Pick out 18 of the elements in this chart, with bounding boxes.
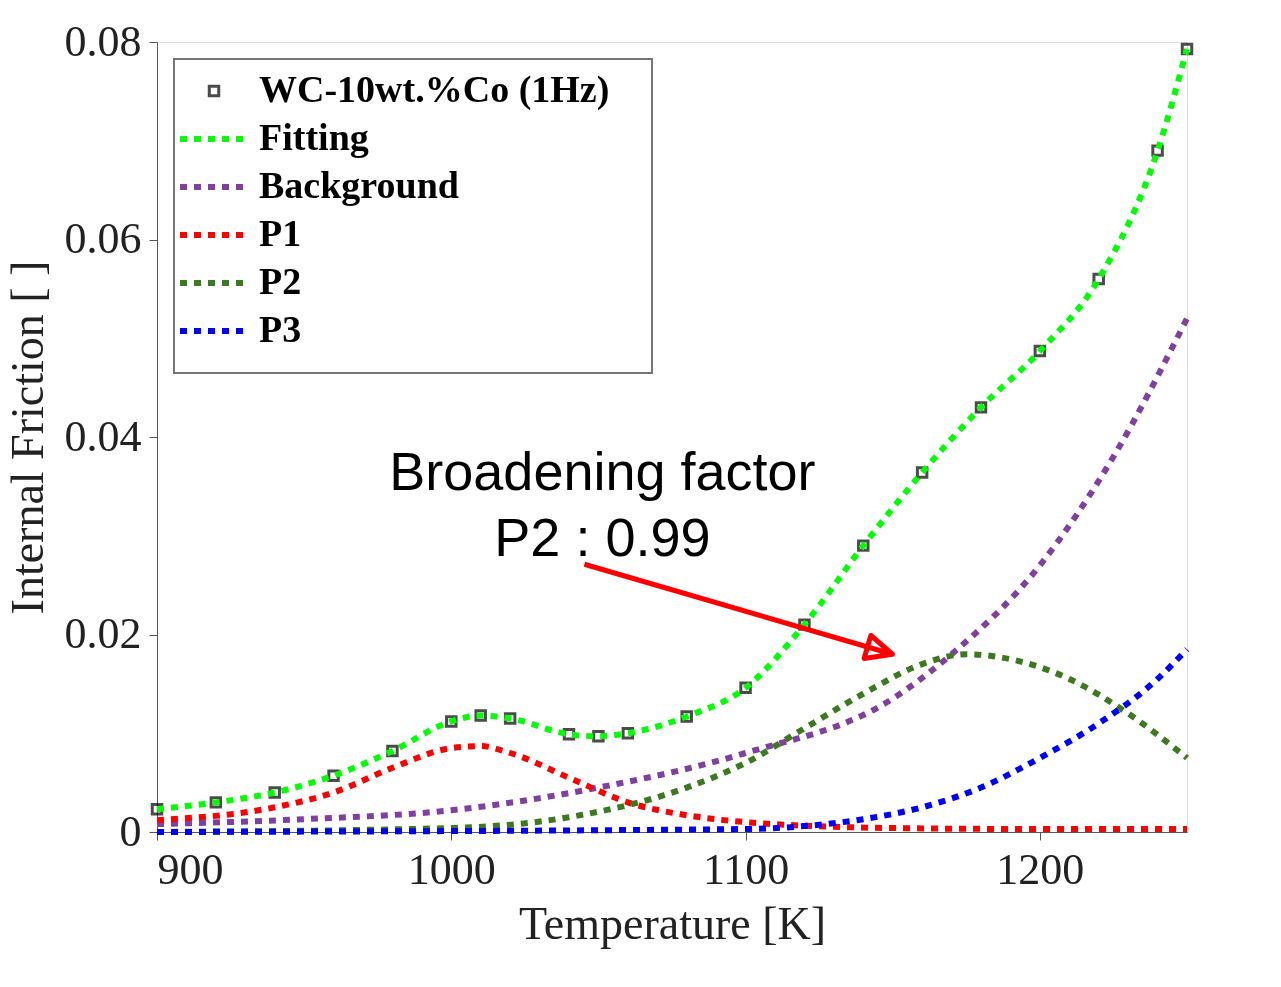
legend-label: P3: [259, 308, 302, 350]
y-tick-label: 0.02: [64, 609, 142, 658]
x-tick-label: 1200: [996, 844, 1085, 894]
legend-label: P1: [259, 212, 302, 254]
legend-label: Fitting: [259, 116, 369, 158]
x-tick-label: 1100: [702, 844, 790, 894]
legend-label: P2: [259, 260, 302, 302]
x-axis-title: Temperature [K]: [518, 897, 827, 949]
legend-label: WC-10wt.%Co (1Hz): [259, 68, 610, 111]
y-tick-label: 0.08: [64, 16, 142, 66]
x-tick-label: 1000: [407, 844, 496, 894]
x-tick-label: 900: [157, 844, 224, 894]
y-tick-label: 0: [119, 806, 142, 856]
y-tick-label: 0.06: [64, 214, 142, 263]
y-axis-title: Internal Friction [ ]: [1, 260, 53, 615]
y-tick-label: 0.04: [64, 411, 142, 461]
annotation: Broadening factor P2 : 0.99: [389, 441, 816, 568]
legend-label: Background: [259, 164, 459, 206]
